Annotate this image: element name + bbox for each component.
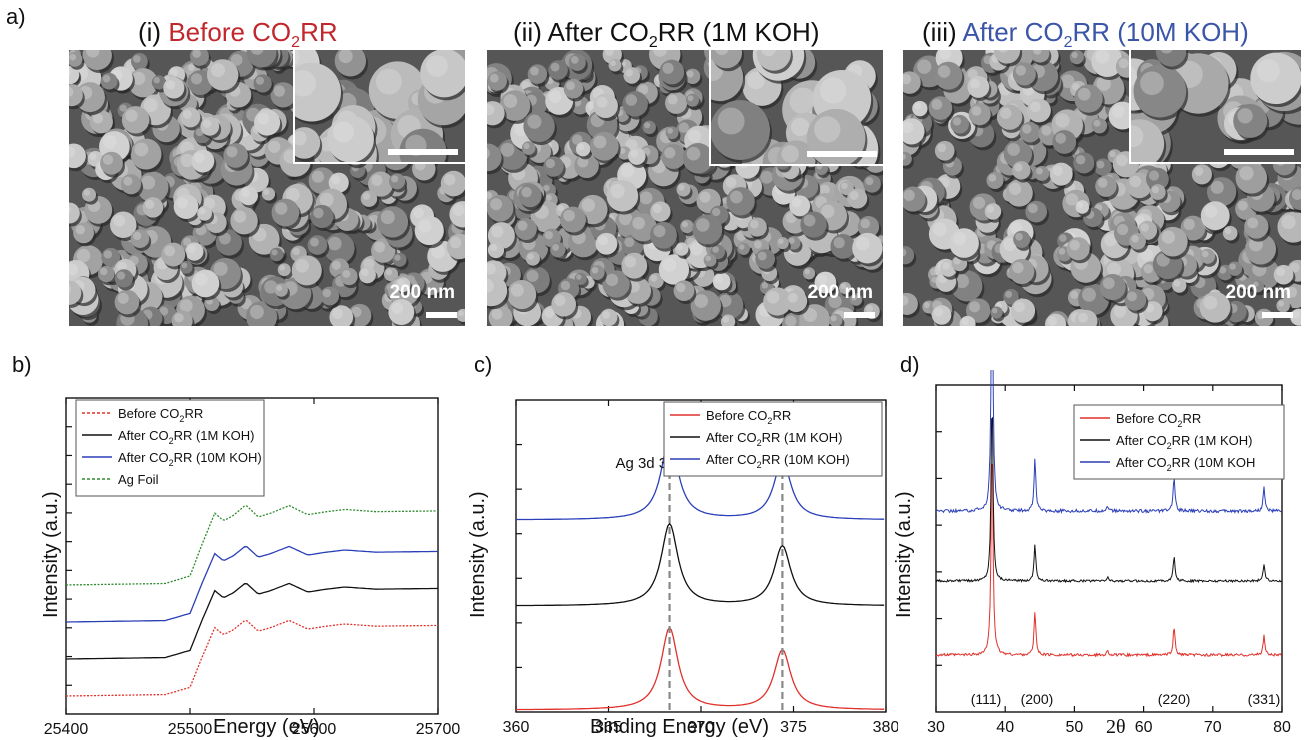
sem-image-after-10m: 200 nm — [903, 50, 1301, 326]
xanes-chart: 25400 25500 25600 25700 Before CO2RR After CO… — [44, 397, 461, 738]
legend-entry: Before CO2RR — [118, 406, 203, 424]
legend-entry: After CO2RR (10M KOH — [1116, 455, 1255, 473]
xlabel-c: Binding Energy (eV) — [590, 716, 769, 738]
sem-micrograph — [487, 50, 883, 326]
series-line — [935, 370, 1282, 515]
x-tick-label: 70 — [1204, 719, 1222, 736]
legend-box — [75, 399, 265, 497]
x-tick-label: 375 — [780, 719, 807, 736]
series-line — [935, 416, 1282, 584]
xrd-chart: 30 40 50 60 70 80 (111) (200) (220) (331) Before C… — [927, 370, 1291, 736]
scale-bar — [1262, 312, 1293, 318]
ylabel-d: Intensity (a.u.) — [893, 491, 915, 618]
series-line — [515, 522, 885, 607]
legend-box — [663, 401, 883, 477]
inset-scale-bar — [807, 151, 877, 157]
legend-entry: After CO2RR (10M KOH) — [706, 452, 850, 470]
series-line — [66, 619, 439, 697]
sem-inset — [1129, 50, 1301, 164]
series-line — [66, 582, 439, 660]
sem-title-after-1m: (ii) After CO2RR (1M KOH) — [513, 17, 820, 52]
sem-image-before: 200 nm — [69, 50, 465, 326]
x-tick-label: 30 — [927, 719, 945, 736]
miller-index-label: (111) — [971, 691, 1002, 707]
legend-entry: After CO2RR (1M KOH) — [1116, 433, 1252, 451]
x-tick-label: 365 — [595, 719, 622, 736]
x-tick-label: 80 — [1273, 719, 1291, 736]
series-line — [66, 545, 439, 623]
inset-scale-bar — [1224, 149, 1294, 155]
x-tick-label: 25600 — [292, 721, 337, 738]
sem-image-after-1m: 200 nm — [487, 50, 883, 326]
x-tick-label: 380 — [873, 719, 898, 736]
x-tick-label: 360 — [503, 719, 530, 736]
series-line — [935, 463, 1282, 658]
sem-title-after-10m: (iii) After CO2RR (10M KOH) — [922, 17, 1249, 52]
inset-scale-bar — [388, 149, 458, 155]
series-line — [66, 504, 438, 586]
sem-inset — [293, 50, 465, 164]
miller-index-label: (200) — [1021, 691, 1054, 707]
legend-entry: After CO2RR (1M KOH) — [706, 430, 842, 448]
panel-label-b: b) — [12, 352, 32, 377]
miller-index-label: (220) — [1158, 691, 1191, 707]
x-tick-label: 25500 — [168, 721, 213, 738]
x-tick-label: 50 — [1066, 719, 1084, 736]
legend-entry: After CO2RR (10M KOH) — [118, 450, 262, 468]
x-tick-label: 40 — [996, 719, 1014, 736]
scale-bar — [844, 312, 875, 318]
ylabel-b: Intensity (a.u.) — [40, 491, 62, 618]
sem-title-before: (i) Before CO2RR — [138, 17, 338, 52]
x-tick-label: 60 — [1135, 719, 1153, 736]
panel-label-c: c) — [474, 352, 493, 377]
sem-inset — [709, 50, 883, 166]
panel-label-a: a) — [6, 4, 26, 29]
scale-bar — [426, 312, 457, 318]
scale-label: 200 nm — [807, 282, 873, 303]
xlabel-d: 2θ — [1106, 716, 1126, 738]
legend-entry: After CO2RR (1M KOH) — [118, 428, 254, 446]
miller-index-label: (331) — [1248, 691, 1281, 707]
ylabel-c: Intensity (a.u.) — [467, 491, 489, 618]
legend-entry: Before CO2RR — [1116, 411, 1201, 429]
panel-label-d: d) — [900, 352, 920, 377]
series-line — [515, 436, 885, 521]
legend-entry: Ag Foil — [118, 472, 159, 487]
legend-entry: Before CO2RR — [706, 408, 791, 426]
scale-label: 200 nm — [389, 282, 455, 303]
x-tick-label: 370 — [688, 719, 715, 736]
x-tick-label: 25700 — [416, 721, 461, 738]
scale-label: 200 nm — [1225, 282, 1291, 303]
x-tick-label: 25400 — [44, 721, 89, 738]
series-line — [515, 626, 885, 711]
xlabel-b: Energy (eV) — [213, 716, 320, 738]
